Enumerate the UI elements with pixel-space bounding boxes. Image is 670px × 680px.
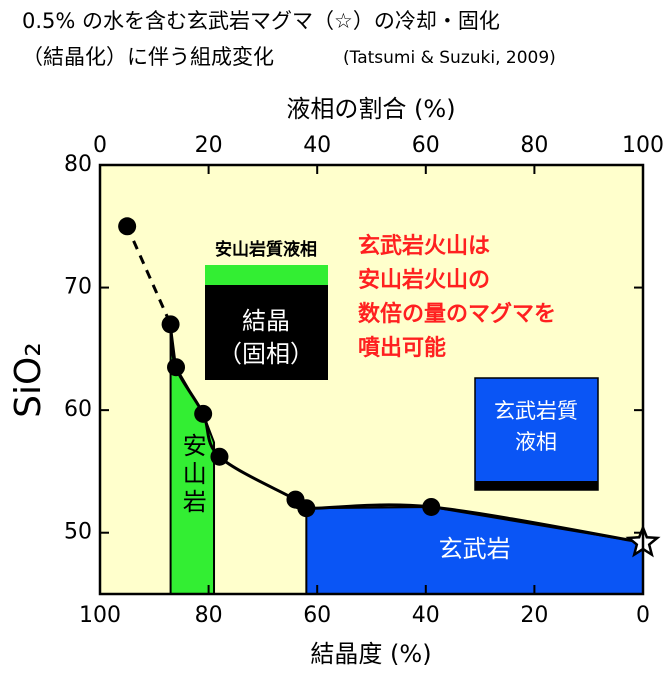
chart-title: （結晶化）に伴う組成変化 xyxy=(22,45,274,69)
note: 数倍の量のマグマを xyxy=(358,301,556,327)
legend-label: （固相） xyxy=(218,340,314,368)
x2-tick-label: 60 xyxy=(412,133,440,158)
region-label: 玄武岩 xyxy=(439,535,511,563)
point xyxy=(194,404,213,423)
x2-tick-label: 20 xyxy=(195,133,223,158)
x2-tick-label: 80 xyxy=(520,133,548,158)
x-tick-label: 60 xyxy=(303,603,331,628)
note: 噴出可能 xyxy=(358,335,446,361)
point xyxy=(161,315,180,334)
note: 安山岩火山の xyxy=(358,267,490,293)
point xyxy=(297,499,316,518)
y-tick-label: 60 xyxy=(64,397,92,422)
citation: (Tatsumi & Suzuki, 2009) xyxy=(343,48,556,68)
point xyxy=(118,217,137,236)
chart-title: 0.5% の水を含む玄武岩マグマ（☆）の冷却・固化 xyxy=(22,9,500,33)
legend-swatch xyxy=(205,285,328,380)
note: 玄武岩火山は xyxy=(358,233,490,259)
plot-frame xyxy=(98,163,645,596)
y-axis-label: SiO₂ xyxy=(8,342,49,418)
x2-tick-label: 40 xyxy=(303,133,331,158)
legend-swatch xyxy=(475,481,598,490)
x-tick-label: 100 xyxy=(79,603,121,628)
x-tick-label: 0 xyxy=(636,603,650,628)
y-tick-label: 70 xyxy=(64,275,92,300)
point xyxy=(210,447,229,466)
x2-tick-label: 100 xyxy=(622,133,664,158)
legend-label: 安山岩質液相 xyxy=(215,239,317,260)
legend-label: 玄武岩質 xyxy=(494,399,578,423)
x-axis-label: 結晶度 (%) xyxy=(310,640,431,668)
region-label: 安山岩 xyxy=(178,433,206,517)
x-tick-label: 80 xyxy=(195,603,223,628)
x2-tick-label: 0 xyxy=(93,133,107,158)
point xyxy=(422,497,441,516)
x-tick-label: 20 xyxy=(520,603,548,628)
y-tick-label: 50 xyxy=(64,520,92,545)
legend-swatch xyxy=(205,265,328,285)
legend-label: 結晶 xyxy=(242,307,290,335)
x2-axis-label: 液相の割合 (%) xyxy=(286,95,455,123)
y-tick-label: 80 xyxy=(64,152,92,177)
point xyxy=(167,358,186,377)
legend-label: 液相 xyxy=(515,430,557,454)
x-tick-label: 40 xyxy=(412,603,440,628)
